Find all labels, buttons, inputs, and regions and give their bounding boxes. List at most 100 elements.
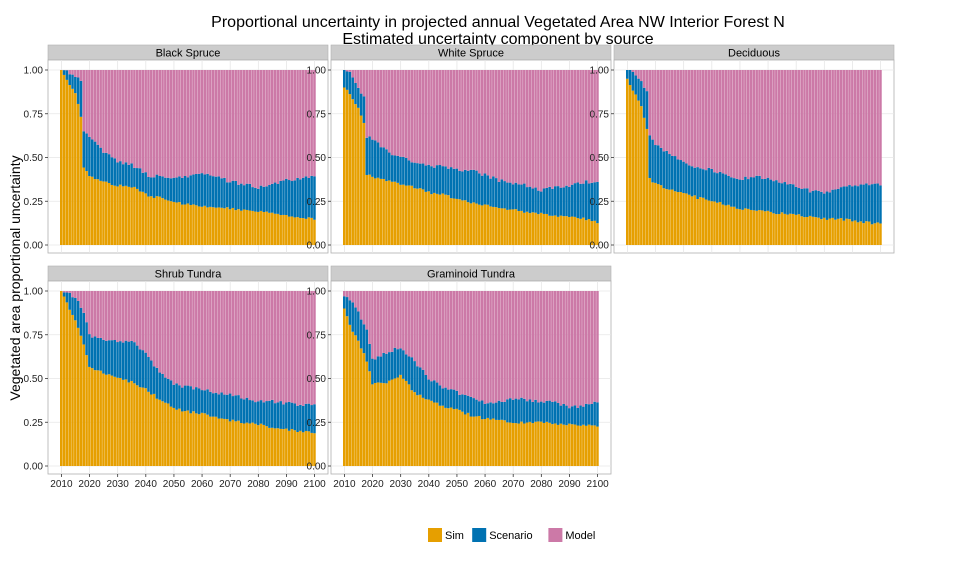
bar-sim [136, 189, 139, 245]
bar-sim [509, 209, 512, 245]
bar-model [122, 291, 125, 343]
bar-model [649, 70, 652, 135]
bar-sim [413, 392, 416, 466]
bar-scenario [402, 157, 405, 185]
bar-model [441, 291, 444, 388]
bar-sim [94, 370, 97, 466]
bar-scenario [108, 340, 111, 374]
panel-title: Deciduous [728, 48, 780, 60]
bar-scenario [646, 91, 649, 129]
bar-model [554, 70, 557, 186]
bar-model [433, 70, 436, 168]
bar-scenario [399, 157, 402, 185]
bar-model [472, 70, 475, 170]
bar-model [209, 70, 212, 176]
bar-sim [713, 201, 716, 245]
bar-sim [187, 410, 190, 466]
bar-sim [360, 348, 363, 466]
bar-sim [416, 395, 419, 466]
bar-sim [517, 424, 520, 466]
bar-model [467, 291, 470, 396]
bar-scenario [537, 191, 540, 214]
bar-model [486, 291, 489, 403]
bar-sim [351, 99, 354, 245]
bar-model [576, 291, 579, 408]
x-tick-label: 2030 [107, 479, 130, 490]
bar-scenario [285, 179, 288, 215]
bar-scenario [546, 401, 549, 422]
bar-scenario [529, 399, 532, 421]
bar-sim [357, 341, 360, 466]
bar-model [588, 291, 591, 404]
bar-sim [363, 353, 366, 466]
bar-sim [380, 179, 383, 245]
bar-scenario [83, 313, 86, 345]
bar-sim [427, 400, 430, 466]
bar-model [371, 291, 374, 359]
bar-sim [274, 428, 277, 466]
bar-sim [279, 215, 282, 245]
bar-sim [271, 428, 274, 466]
bar-model [363, 70, 366, 96]
bar-sim [809, 216, 812, 245]
bar-scenario [501, 402, 504, 420]
bar-scenario [377, 142, 380, 177]
bar-sim [727, 205, 730, 245]
bar-sim [568, 424, 571, 466]
bar-scenario [263, 187, 266, 212]
bar-sim [651, 182, 654, 245]
bar-sim [122, 186, 125, 245]
bar-scenario [744, 177, 747, 209]
bar-sim [447, 408, 450, 466]
y-tick-label: 0.00 [590, 241, 610, 252]
bar-sim [203, 413, 206, 466]
bar-sim [660, 185, 663, 245]
bar-sim [509, 423, 512, 466]
bar-model [268, 291, 271, 401]
bar-scenario [215, 177, 218, 208]
bar-scenario [665, 151, 668, 189]
bar-sim [268, 213, 271, 245]
bar-model [411, 70, 414, 162]
bar-model [346, 291, 349, 297]
bar-model [741, 70, 744, 180]
bar-sim [862, 223, 865, 245]
bar-scenario [268, 401, 271, 428]
bar-model [399, 291, 402, 348]
bar-model [175, 70, 178, 178]
bar-sim [385, 383, 388, 466]
bar-scenario [447, 169, 450, 195]
bar-model [663, 70, 666, 151]
bar-model [102, 70, 105, 153]
bar-scenario [812, 191, 815, 217]
bar-sim [634, 94, 637, 245]
bar-scenario [377, 356, 380, 382]
bar-sim [382, 383, 385, 466]
bar-scenario [464, 395, 467, 414]
bar-sim [237, 209, 240, 245]
bar-scenario [80, 81, 83, 117]
bar-model [574, 291, 577, 405]
bar-sim [472, 202, 475, 245]
bar-scenario [291, 403, 294, 429]
bar-model [351, 291, 354, 302]
bar-model [94, 291, 97, 336]
bar-sim [173, 202, 176, 245]
bar-scenario [229, 394, 232, 422]
bar-model [705, 70, 708, 170]
bar-model [416, 291, 419, 366]
bar-model [68, 291, 71, 293]
bar-scenario [83, 131, 86, 167]
bar-sim [747, 209, 750, 245]
bar-model [288, 291, 291, 402]
bar-model [812, 70, 815, 191]
bar-model [257, 291, 260, 401]
bar-scenario [158, 176, 161, 197]
bar-model [489, 291, 492, 402]
bar-sim [857, 222, 860, 245]
bar-scenario [529, 187, 532, 213]
bar-sim [554, 423, 557, 466]
